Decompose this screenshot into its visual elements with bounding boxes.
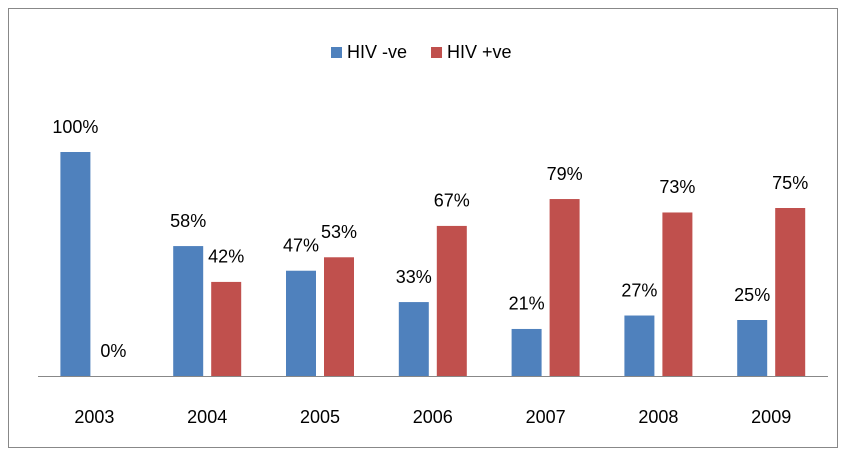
bar <box>211 281 242 376</box>
data-label: 75% <box>772 173 808 193</box>
data-label: 79% <box>547 164 583 184</box>
bar <box>324 257 354 376</box>
bar <box>775 208 806 376</box>
data-label: 33% <box>396 267 432 287</box>
bar <box>60 152 91 376</box>
legend-label: HIV +ve <box>447 42 512 62</box>
legend-swatch <box>431 47 443 58</box>
data-label: 27% <box>621 280 657 300</box>
x-tick-label: 2003 <box>74 407 114 427</box>
data-label: 73% <box>659 177 695 197</box>
bar <box>549 199 580 376</box>
bar <box>286 270 316 376</box>
bar <box>624 315 655 376</box>
legend-swatch <box>331 47 342 58</box>
x-tick-label: 2007 <box>526 407 566 427</box>
bar <box>662 212 693 376</box>
x-tick-label: 2008 <box>638 407 678 427</box>
chart-border <box>8 8 838 448</box>
data-label: 100% <box>52 117 98 137</box>
bar <box>436 225 467 376</box>
x-tick-label: 2009 <box>751 407 791 427</box>
data-label: 21% <box>509 294 545 314</box>
bar <box>173 246 204 376</box>
data-label: 47% <box>283 235 319 255</box>
bar <box>511 328 542 376</box>
data-label: 58% <box>170 211 206 231</box>
bar <box>737 320 768 376</box>
data-label: 67% <box>434 191 470 211</box>
x-tick-label: 2004 <box>187 407 227 427</box>
data-label: 0% <box>100 341 126 361</box>
data-label: 42% <box>208 247 244 267</box>
x-tick-label: 2005 <box>300 407 340 427</box>
x-tick-label: 2006 <box>413 407 453 427</box>
bar <box>398 302 429 376</box>
data-label: 53% <box>321 222 357 242</box>
data-label: 25% <box>734 285 770 305</box>
legend-label: HIV -ve <box>347 42 407 62</box>
